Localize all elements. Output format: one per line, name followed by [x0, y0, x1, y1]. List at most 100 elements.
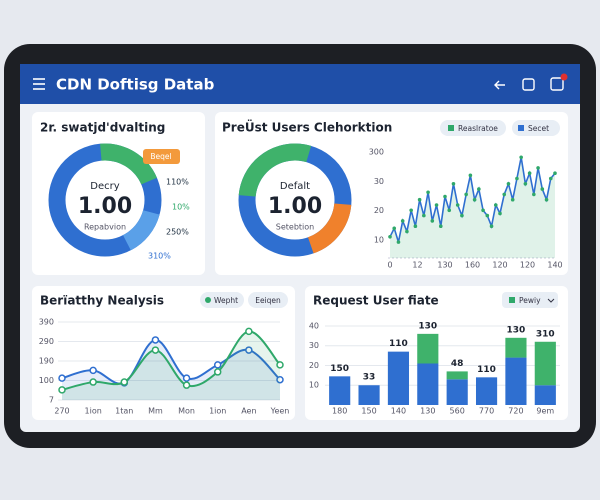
bar-label: 130 — [418, 321, 437, 331]
dropdown[interactable] — [502, 292, 558, 308]
bar-segment — [446, 371, 468, 380]
y-axis-label: 300 — [369, 148, 384, 157]
x-tick-label: 560 — [450, 407, 465, 416]
legend-text: Reaslratoe — [458, 124, 498, 133]
notify-dot — [560, 73, 568, 81]
point — [89, 366, 97, 375]
x-axis-label: 1tan — [115, 407, 133, 416]
point — [276, 375, 284, 384]
bar-label: 310 — [536, 329, 555, 339]
line — [389, 157, 556, 243]
x-axis-label: 0 — [387, 261, 392, 270]
legend-chip[interactable] — [200, 292, 244, 308]
point — [532, 192, 536, 197]
donut-label: 110% — [166, 178, 189, 187]
bar-segment — [534, 385, 556, 405]
point — [527, 171, 532, 175]
legend-swatch — [518, 125, 524, 131]
point — [151, 346, 160, 354]
donut-value: 1.00 — [78, 194, 132, 219]
card-title: Berïatthy Nealysis — [40, 294, 164, 308]
header-bar — [20, 64, 580, 104]
x-axis-label: Aen — [241, 407, 256, 416]
back-icon[interactable] — [494, 80, 505, 90]
bar-segment — [534, 341, 556, 386]
bar-label: 48 — [451, 359, 464, 369]
point — [388, 235, 392, 239]
point — [245, 327, 253, 336]
point — [182, 381, 191, 389]
point — [405, 229, 409, 234]
dropdown-caret — [547, 298, 555, 303]
point — [544, 197, 549, 202]
bar-segment — [505, 337, 527, 358]
legend-text: Secet — [528, 124, 549, 133]
donut-caption: Setebtion — [276, 223, 314, 232]
point — [498, 211, 502, 216]
donut-hole — [67, 162, 143, 238]
point — [426, 190, 430, 195]
x-tick-label: 140 — [391, 407, 406, 416]
badge-text: Beqel — [150, 152, 171, 161]
y-axis-label: 390 — [39, 318, 54, 327]
point — [515, 176, 519, 181]
point — [477, 187, 481, 191]
x-tick-label: 180 — [332, 407, 347, 416]
legend-chip[interactable] — [248, 292, 288, 308]
point — [523, 182, 528, 186]
y-axis-label: 20 — [374, 206, 384, 215]
bar-label: 150 — [330, 364, 349, 374]
donut-value: 1.00 — [268, 194, 322, 219]
y-axis-label: 7 — [49, 396, 54, 405]
notify-icon[interactable] — [550, 77, 564, 91]
x-axis-label: Yeen — [270, 407, 290, 416]
point — [120, 378, 129, 386]
card-title: PreÜst Users Clehorktion — [222, 120, 392, 135]
x-tick-label: 150 — [361, 407, 376, 416]
card-title: 2r. swatjd'dvalting — [40, 121, 165, 135]
x-axis-label: 1ion — [209, 407, 226, 416]
legend-chip[interactable] — [512, 120, 560, 136]
legend-chip[interactable] — [440, 120, 506, 136]
bar-segment — [475, 377, 498, 405]
point — [481, 208, 485, 213]
menu-icon[interactable] — [33, 78, 45, 90]
point — [493, 203, 498, 207]
point — [434, 203, 439, 207]
donut — [238, 143, 352, 257]
x-tick-label: 130 — [420, 407, 435, 416]
point — [506, 182, 511, 186]
header-title: CDN Doftisg Datab — [56, 76, 215, 94]
y-tick-label: 10 — [309, 381, 319, 390]
window-icon[interactable] — [522, 78, 535, 91]
badge — [143, 149, 180, 164]
point — [536, 166, 540, 170]
point — [540, 187, 545, 191]
x-axis-label: Mon — [178, 407, 195, 416]
point — [464, 192, 468, 197]
x-tick-label: 9em — [536, 407, 554, 416]
y-axis-label: 190 — [39, 357, 54, 366]
x-axis-label: 12 — [412, 261, 422, 270]
bar-segment — [358, 385, 380, 405]
point — [409, 208, 413, 213]
dropdown-swatch — [509, 297, 515, 303]
legend-text: Eeiqen — [255, 296, 281, 305]
y-tick-label: 20 — [309, 361, 319, 370]
point — [89, 378, 97, 386]
point — [276, 361, 284, 369]
donut-caption: Decry — [90, 181, 119, 192]
point — [485, 213, 490, 218]
x-axis-label: 270 — [54, 407, 69, 416]
point — [392, 226, 397, 231]
bar-label: 33 — [363, 373, 376, 383]
x-axis-label: 160 — [465, 261, 480, 270]
x-axis-label: 1ion — [85, 407, 102, 416]
point — [455, 203, 460, 207]
x-axis-label: Mm — [148, 407, 163, 416]
area — [390, 157, 555, 258]
x-axis-label: 120 — [492, 261, 507, 270]
donut-caption: Repabvion — [84, 223, 126, 232]
point — [447, 208, 452, 213]
